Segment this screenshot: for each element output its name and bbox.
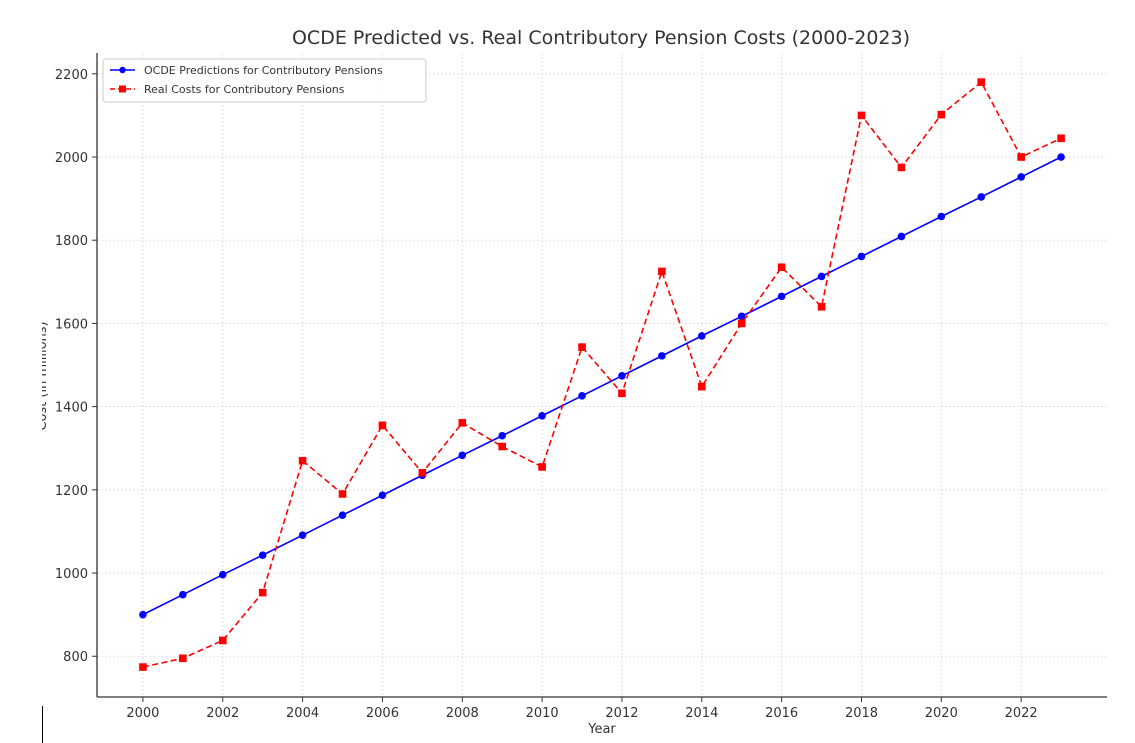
data-point-real (737, 319, 746, 328)
text-cursor (42, 706, 43, 743)
data-point-prediction (498, 431, 506, 440)
data-point-real (458, 419, 467, 427)
legend-box (102, 58, 427, 103)
data-point-prediction (258, 551, 267, 559)
x-tick-label: 2022 (1005, 706, 1038, 721)
x-tick-label: 2016 (765, 706, 798, 721)
y-tick-label: 1800 (55, 234, 88, 249)
grid-lines (97, 53, 1107, 697)
data-point-prediction (1017, 173, 1025, 181)
x-tick-label: 2002 (206, 706, 239, 721)
series-line-predictions (142, 156, 1062, 616)
data-point-prediction (937, 212, 946, 221)
legend-marker-circle-icon (119, 66, 126, 74)
series-line-real (142, 80, 1062, 668)
x-tick-label: 2012 (605, 706, 638, 721)
data-point-prediction (578, 392, 586, 400)
data-point-real (937, 110, 946, 119)
legend-item-real: Real Costs for Contributory Pensions (110, 83, 345, 96)
legend-item-predictions: OCDE Predictions for Contributory Pensio… (110, 64, 383, 77)
data-point-prediction (1057, 153, 1065, 161)
data-point-prediction (698, 332, 706, 340)
y-tick-label: 800 (63, 650, 88, 665)
data-point-real (498, 442, 506, 451)
data-point-real (179, 654, 187, 663)
data-point-real (258, 588, 267, 597)
legend: OCDE Predictions for Contributory Pensio… (102, 58, 427, 103)
data-point-real (698, 382, 706, 391)
data-point-real (538, 463, 546, 471)
series-layer (139, 78, 1065, 671)
x-tick-label: 2010 (526, 706, 559, 721)
data-point-real (777, 263, 786, 272)
data-point-prediction (139, 610, 147, 619)
data-point-prediction (897, 232, 906, 241)
data-point-real (378, 421, 387, 430)
data-point-prediction (338, 511, 347, 519)
data-point-real (298, 456, 307, 465)
data-point-real (618, 389, 626, 398)
chart-title: OCDE Predicted vs. Real Contributory Pen… (292, 27, 910, 49)
legend-marker-square-icon (119, 85, 126, 93)
data-point-real (1017, 153, 1025, 161)
data-point-real (338, 490, 347, 498)
data-point-real (977, 78, 986, 86)
x-tick-label: 2020 (925, 706, 958, 721)
data-point-prediction (298, 531, 307, 539)
data-point-real (578, 343, 586, 351)
data-point-prediction (218, 570, 227, 579)
data-point-prediction (378, 491, 387, 500)
data-point-real (418, 468, 427, 477)
data-point-real (897, 163, 906, 172)
y-tick-label: 1600 (55, 317, 88, 332)
data-point-real (139, 663, 147, 671)
legend-label-predictions: OCDE Predictions for Contributory Pensio… (144, 64, 383, 77)
tick-marks: 2000 2002 2004 2006 2008 2010 2012 2014 2016 2018… (55, 68, 1038, 721)
data-point-prediction (777, 292, 786, 301)
x-tick-label: 2006 (366, 706, 399, 721)
x-tick-label: 2014 (685, 706, 718, 721)
y-tick-label: 1200 (55, 484, 88, 499)
y-tick-label: 1000 (55, 567, 88, 582)
y-axis-label: Cost (in millions) (35, 321, 50, 430)
x-tick-label: 2000 (126, 706, 159, 721)
y-tick-label: 2000 (55, 151, 88, 166)
data-point-prediction (179, 590, 187, 599)
data-point-prediction (857, 252, 866, 261)
data-point-real (658, 267, 666, 276)
y-tick-label: 1400 (55, 401, 88, 416)
x-tick-label: 2018 (845, 706, 878, 721)
data-point-prediction (977, 193, 986, 201)
data-point-real (218, 636, 227, 645)
axes (96, 53, 1107, 698)
data-point-prediction (658, 352, 666, 360)
data-point-prediction (737, 312, 746, 321)
data-point-real (1057, 134, 1065, 143)
data-point-real (857, 111, 866, 120)
x-axis-label: Year (587, 722, 616, 737)
data-point-prediction (458, 451, 467, 460)
y-tick-label: 2200 (55, 68, 88, 83)
x-tick-label: 2004 (286, 706, 319, 721)
data-point-real (817, 302, 826, 311)
x-tick-label: 2008 (446, 706, 479, 721)
data-point-prediction (538, 411, 546, 420)
data-point-prediction (817, 272, 826, 281)
legend-label-real: Real Costs for Contributory Pensions (144, 83, 345, 96)
data-point-prediction (618, 372, 626, 380)
